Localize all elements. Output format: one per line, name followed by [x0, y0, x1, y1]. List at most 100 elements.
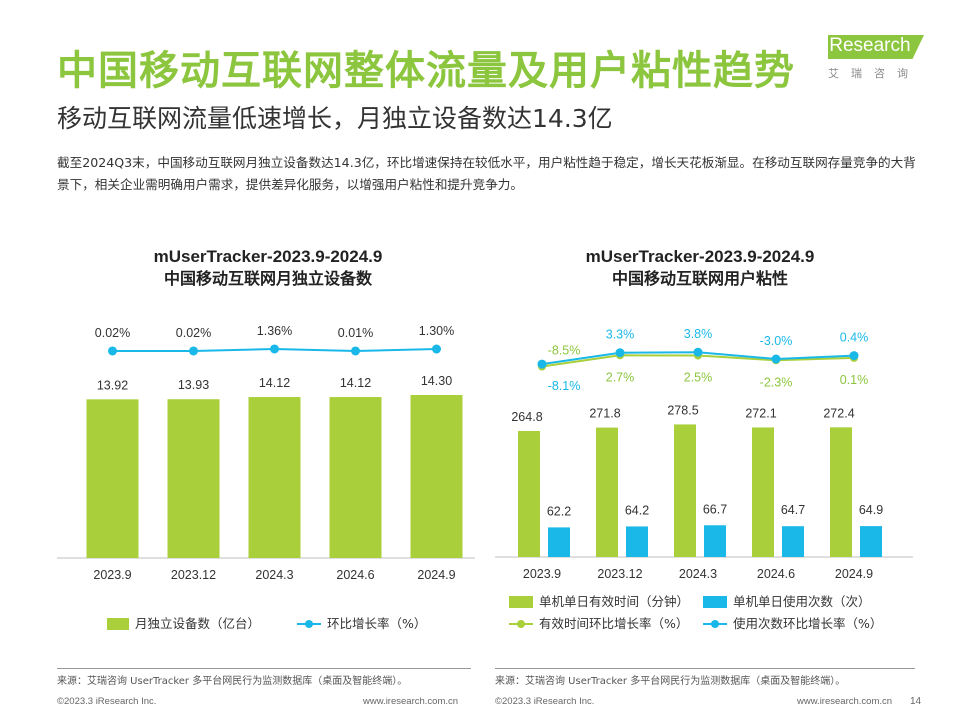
bar-device-count	[410, 395, 463, 558]
bar-effective-time	[518, 430, 540, 557]
count-growth-label: 3.3%	[606, 328, 635, 342]
page-title: 中国移动互联网整体流量及用户粘性趋势	[57, 48, 795, 94]
url-left: www.iresearch.com.cn	[363, 696, 459, 707]
source-divider-left	[57, 668, 471, 669]
point-count-growth	[537, 359, 547, 369]
bar-device-count	[86, 399, 139, 558]
logo-subtext: 艾瑞咨询	[828, 67, 920, 80]
bar-value-label: 13.93	[178, 378, 209, 392]
count-growth-label: 3.8%	[684, 327, 713, 341]
bar-usage-count	[782, 526, 804, 557]
copyright-left: ©2023.3 iResearch Inc.	[57, 696, 157, 707]
x-tick-label: 2024.9	[835, 567, 873, 581]
url-right: www.iresearch.com.cn	[797, 696, 893, 707]
legend-bar-label: 月独立设备数（亿台）	[135, 616, 260, 631]
count-growth-label: -8.1%	[548, 379, 581, 393]
point-count-growth	[615, 348, 625, 358]
rate-value-label: 1.30%	[419, 324, 454, 338]
point-count-growth	[849, 351, 859, 361]
x-tick-label: 2024.6	[757, 567, 795, 581]
source-note-right: 来源：艾瑞咨询 UserTracker 多平台网民行为监测数据库（桌面及智能终端…	[495, 676, 846, 687]
legend-bar-swatch	[107, 618, 129, 630]
bar-time-label: 272.1	[745, 406, 776, 420]
time-growth-label: 2.7%	[606, 370, 635, 384]
legend-time-bar-swatch	[509, 596, 533, 608]
chart-right-title: mUserTracker-2023.9-2024.9	[586, 247, 815, 266]
chart-left-subtitle: 中国移动互联网月独立设备数	[164, 269, 373, 288]
rate-value-label: 1.36%	[257, 324, 292, 338]
count-growth-label: -3.0%	[760, 334, 793, 348]
rate-value-label: 0.02%	[176, 326, 211, 340]
bar-value-label: 13.92	[97, 378, 128, 392]
bar-value-label: 14.30	[421, 374, 452, 388]
bar-device-count	[329, 397, 382, 558]
x-tick-label: 2023.9	[523, 567, 561, 581]
time-growth-label: -2.3%	[760, 375, 793, 389]
page-number: 14	[910, 696, 922, 707]
point-growth-rate	[189, 346, 198, 356]
page-subtitle: 移动互联网流量低速增长，月独立设备数达14.3亿	[57, 104, 613, 133]
logo-text: iResearch	[825, 35, 911, 56]
source-note-left: 来源：艾瑞咨询 UserTracker 多平台网民行为监测数据库（桌面及智能终端…	[57, 676, 408, 687]
bar-count-label: 62.2	[547, 504, 571, 518]
bar-effective-time	[830, 427, 852, 557]
bar-effective-time	[752, 427, 774, 557]
legend-line-label: 环比增长率（%）	[327, 616, 426, 631]
bar-value-label: 14.12	[259, 376, 290, 390]
x-tick-label: 2024.6	[336, 568, 374, 582]
bar-time-label: 278.5	[667, 403, 698, 417]
legend-count-bar-swatch	[703, 596, 727, 608]
point-count-growth	[771, 354, 781, 364]
rate-value-label: 0.02%	[95, 326, 130, 340]
chart-monthly-devices: mUserTracker-2023.9-2024.9 中国移动互联网月独立设备数…	[57, 240, 477, 650]
source-divider-right	[495, 668, 915, 669]
legend-time-bar-label: 单机单日有效时间（分钟）	[539, 594, 689, 609]
chart-user-stickiness: mUserTracker-2023.9-2024.9 中国移动互联网用户粘性 2…	[495, 240, 915, 650]
iresearch-logo: iResearch 艾瑞咨询	[822, 33, 926, 83]
bar-count-label: 64.7	[781, 503, 805, 517]
count-growth-label: 0.4%	[840, 331, 869, 345]
bar-time-label: 264.8	[511, 410, 542, 424]
logo-badge	[828, 35, 924, 59]
chart-right-subtitle: 中国移动互联网用户粘性	[612, 269, 788, 288]
time-growth-label: 2.5%	[684, 371, 713, 385]
chart-right-svg: mUserTracker-2023.9-2024.9 中国移动互联网用户粘性 2…	[495, 247, 913, 631]
rate-value-label: 0.01%	[338, 326, 373, 340]
x-tick-label: 2024.9	[417, 568, 455, 582]
x-tick-label: 2024.3	[679, 567, 717, 581]
legend-time-line-marker	[517, 620, 525, 628]
chart-left-svg: mUserTracker-2023.9-2024.9 中国移动互联网月独立设备数…	[57, 247, 475, 631]
chart-left-title: mUserTracker-2023.9-2024.9	[154, 247, 383, 266]
point-growth-rate	[108, 346, 117, 356]
x-tick-label: 2023.9	[93, 568, 131, 582]
bar-effective-time	[674, 424, 696, 557]
bar-usage-count	[626, 526, 648, 557]
bar-count-label: 64.2	[625, 503, 649, 517]
bar-device-count	[248, 397, 301, 558]
x-tick-label: 2024.3	[255, 568, 293, 582]
legend-time-line-label: 有效时间环比增长率（%）	[539, 616, 688, 631]
legend-line-marker	[305, 620, 313, 628]
bar-usage-count	[548, 527, 570, 557]
bar-time-label: 272.4	[823, 406, 854, 420]
bar-time-label: 271.8	[589, 407, 620, 421]
x-tick-label: 2023.12	[597, 567, 642, 581]
bar-count-label: 64.9	[859, 503, 883, 517]
copyright-right: ©2023.3 iResearch Inc.	[495, 696, 595, 707]
point-growth-rate	[270, 344, 279, 354]
time-growth-label: 0.1%	[840, 373, 869, 387]
bar-effective-time	[596, 427, 618, 557]
bar-device-count	[167, 399, 220, 558]
bar-value-label: 14.12	[340, 376, 371, 390]
body-paragraph: 截至2024Q3末，中国移动互联网月独立设备数达14.3亿，环比增速保持在较低水…	[57, 155, 916, 192]
bar-usage-count	[860, 526, 882, 557]
point-growth-rate	[351, 346, 360, 356]
point-growth-rate	[432, 344, 441, 354]
legend-count-bar-label: 单机单日使用次数（次）	[733, 594, 871, 609]
bar-count-label: 66.7	[703, 502, 727, 516]
point-count-growth	[693, 347, 703, 357]
x-tick-label: 2023.12	[171, 568, 216, 582]
bar-usage-count	[704, 525, 726, 557]
legend-count-line-marker	[711, 620, 719, 628]
legend-count-line-label: 使用次数环比增长率（%）	[733, 616, 882, 631]
